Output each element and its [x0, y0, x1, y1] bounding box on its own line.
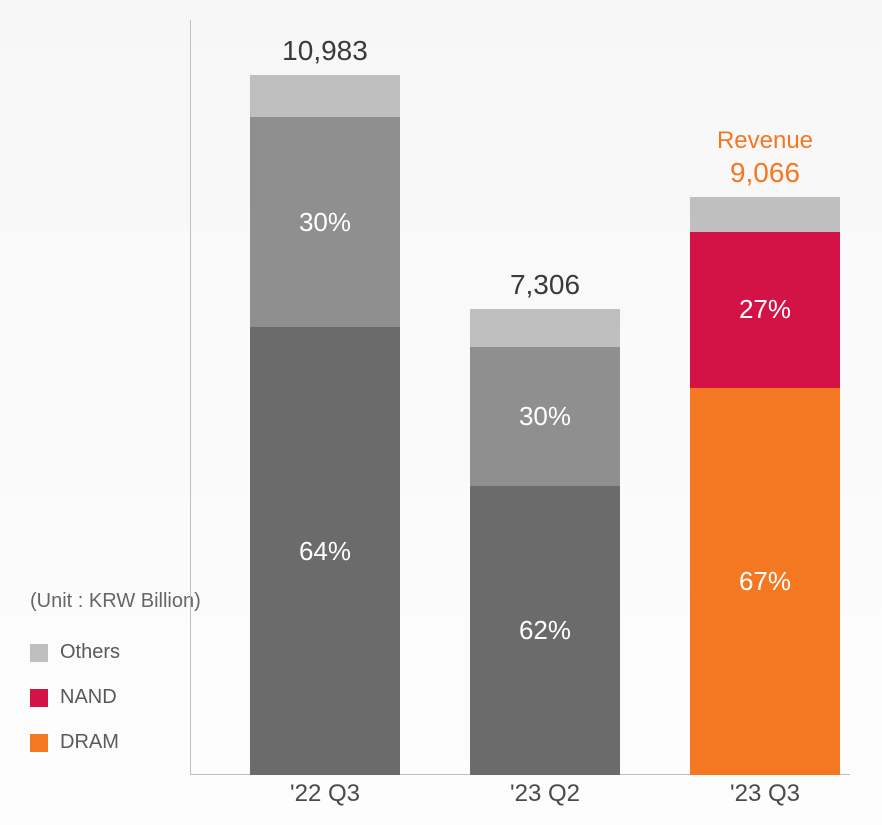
bar-total-label: 9,066 — [690, 157, 840, 189]
legend-item-dram: DRAM — [30, 731, 201, 754]
swatch-nand-icon — [30, 689, 48, 707]
revenue-bar-chart: 64% 30% 10,983 62% 30% 7,306 67% 27% 9,066Revenu… — [190, 20, 850, 775]
bar-seg-others — [470, 309, 620, 346]
bar-seg-nand: 27% — [690, 232, 840, 388]
legend-block: (Unit : KRW Billion) Others NAND DRAM — [30, 590, 201, 754]
swatch-others-icon — [30, 644, 48, 662]
bar-seg-dram: 67% — [690, 388, 840, 775]
bar-seg-nand: 30% — [250, 117, 400, 327]
segment-pct-label: 62% — [519, 615, 571, 646]
segment-pct-label: 30% — [299, 207, 351, 238]
bar-seg-nand: 30% — [470, 347, 620, 487]
legend-label: NAND — [60, 686, 117, 709]
bar-22Q3: 64%30%10,983 — [250, 75, 400, 775]
swatch-dram-icon — [30, 734, 48, 752]
plot-area: 64% 30% 10,983 62% 30% 7,306 67% 27% 9,066Revenu… — [190, 20, 850, 775]
x-category-label: '23 Q2 — [470, 780, 620, 808]
legend-label: DRAM — [60, 731, 119, 754]
bar-23Q3: 67%27%9,066Revenue — [690, 197, 840, 775]
bar-seg-dram: 64% — [250, 327, 400, 775]
bar-23Q2: 62%30%7,306 — [470, 309, 620, 775]
segment-pct-label: 27% — [739, 294, 791, 325]
legend-item-nand: NAND — [30, 686, 201, 709]
segment-pct-label: 30% — [519, 401, 571, 432]
segment-pct-label: 64% — [299, 536, 351, 567]
bar-sub-label: Revenue — [690, 127, 840, 155]
x-category-label: '23 Q3 — [690, 780, 840, 808]
legend-item-others: Others — [30, 641, 201, 664]
unit-label: (Unit : KRW Billion) — [30, 590, 201, 613]
segment-pct-label: 67% — [739, 566, 791, 597]
bar-seg-others — [250, 75, 400, 117]
bar-total-label: 7,306 — [470, 269, 620, 301]
x-category-label: '22 Q3 — [250, 780, 400, 808]
legend-label: Others — [60, 641, 120, 664]
bar-seg-others — [690, 197, 840, 232]
bar-seg-dram: 62% — [470, 486, 620, 775]
bar-total-label: 10,983 — [250, 35, 400, 67]
y-axis-line — [190, 20, 191, 775]
